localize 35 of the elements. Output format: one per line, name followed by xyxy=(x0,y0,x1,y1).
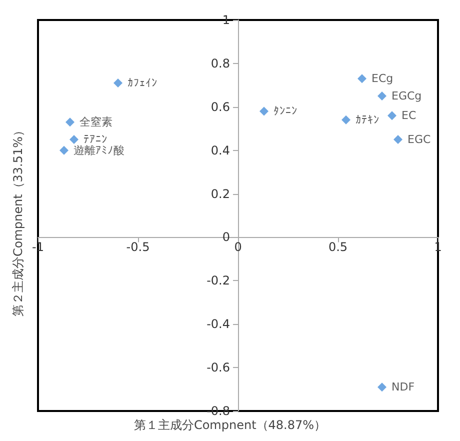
series-label: NDF xyxy=(392,380,415,394)
series-label: ﾃｱﾆﾝ xyxy=(84,132,108,146)
series-label: 全窒素 xyxy=(80,116,112,129)
y-tick-label: 0.2 xyxy=(210,186,230,201)
point xyxy=(60,146,68,155)
x-axis-title: 第１主成分Compnent（48.87%） xyxy=(134,418,326,432)
y-tick-label: -0.6 xyxy=(206,360,230,375)
point xyxy=(378,382,386,392)
x-tick-label: 0 xyxy=(234,240,242,254)
series-label: ﾀﾝﾆﾝ xyxy=(274,104,298,118)
point xyxy=(114,78,122,88)
y-tick-label: -0.2 xyxy=(206,274,230,288)
series-label: EGCg xyxy=(392,90,422,103)
point xyxy=(342,115,350,124)
series-label: ｶﾌｪｲﾝ xyxy=(128,76,158,90)
point xyxy=(358,74,366,84)
x-tick-label: 0.5 xyxy=(328,240,348,254)
point xyxy=(394,134,402,144)
series-label: EC xyxy=(402,109,416,122)
series-label: ｶﾃｷﾝ xyxy=(356,113,380,126)
series-label: EGC xyxy=(408,132,431,146)
point xyxy=(66,118,74,127)
point xyxy=(260,106,268,116)
y-tick-label: 0 xyxy=(222,230,230,244)
y-tick-label: 0.4 xyxy=(210,143,230,158)
series-label: ECg xyxy=(372,72,394,86)
point xyxy=(378,92,386,101)
point xyxy=(70,134,78,144)
point xyxy=(388,111,396,120)
y-axis-title: 第２主成分Compnent（33.51%） xyxy=(11,124,25,317)
x-tick-label: -0.5 xyxy=(126,240,150,254)
y-tick-label: 0.8 xyxy=(210,56,230,70)
y-tick-label: -0.4 xyxy=(206,317,230,332)
series-label: 遊離ｱﾐﾉ酸 xyxy=(74,144,124,157)
y-tick-label: 0.6 xyxy=(210,100,230,114)
